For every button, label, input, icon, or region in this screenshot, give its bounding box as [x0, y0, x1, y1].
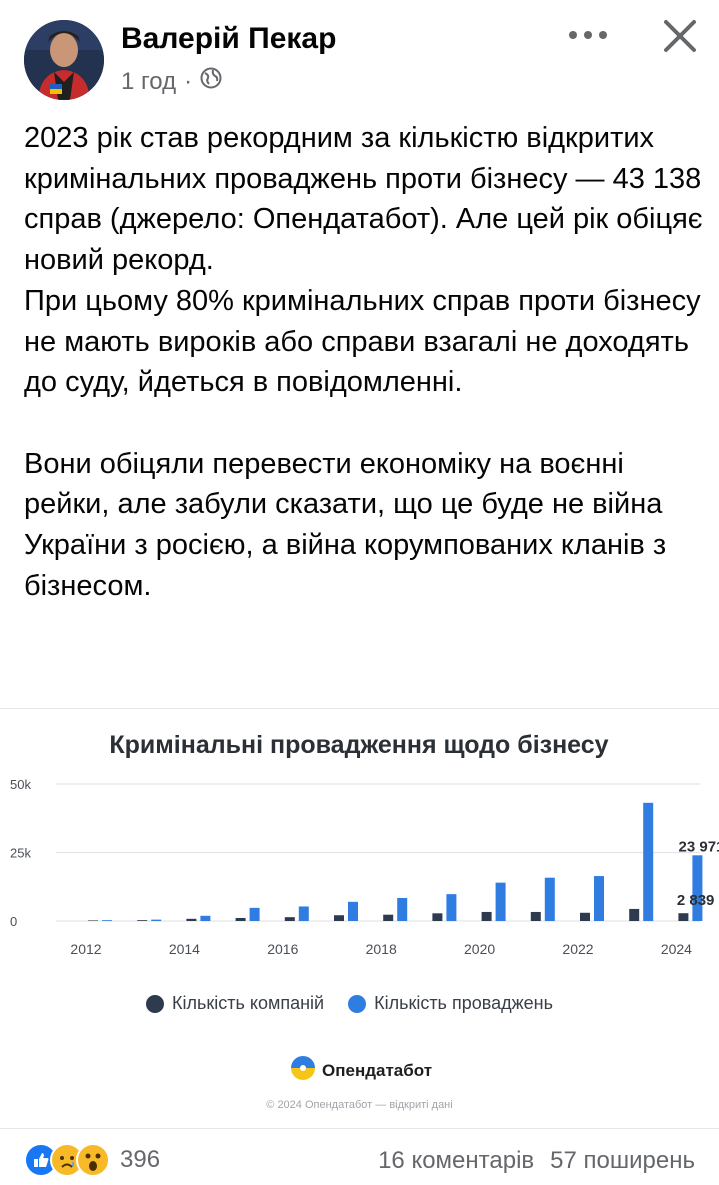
brand-name: Опендатабот [322, 1060, 433, 1080]
bar-companies [629, 908, 640, 921]
bar-cases [200, 915, 211, 921]
y-tick-label: 0 [10, 914, 17, 929]
legend-item-companies: Кількість компаній [146, 993, 324, 1014]
reactions[interactable]: 396 [24, 1143, 160, 1177]
bar-companies [284, 917, 295, 921]
bar-companies [481, 911, 492, 921]
legend-label: Кількість компаній [172, 993, 325, 1013]
post-meta: 1 год · [121, 67, 222, 96]
meta-separator: · [184, 67, 193, 95]
post-footer: 396 16 коментарів 57 поширень [0, 1128, 719, 1185]
post-time[interactable]: 1 год [121, 67, 177, 95]
x-tick-label: 2018 [366, 941, 397, 957]
bar-cases [249, 907, 260, 921]
globe-icon [200, 67, 222, 96]
bar-companies [530, 911, 541, 921]
brand: Опендатабот [290, 1055, 432, 1086]
x-tick-label: 2014 [169, 941, 200, 957]
bar-cases [495, 882, 506, 921]
bar-cases [594, 876, 604, 921]
bar-cases [544, 877, 555, 921]
x-tick-label: 2022 [562, 941, 593, 957]
x-tick-label: 2012 [70, 941, 101, 957]
bar-cases [102, 920, 112, 921]
post-text: 2023 рік став рекордним за кількістю від… [24, 118, 704, 606]
bar-cases [348, 901, 358, 921]
post-paragraph: Вони обіцяли перевести економіку на воєн… [24, 447, 675, 602]
bar-companies [580, 912, 590, 921]
legend-swatch [146, 994, 164, 1013]
chart: Кримінальні провадження щодо бізнесу 50k 2… [10, 731, 719, 957]
x-tick-label: 2016 [267, 941, 298, 957]
data-label: 23 971 [679, 838, 719, 855]
bar-cases [298, 906, 309, 921]
bar-cases [151, 919, 162, 921]
bar-cases [446, 894, 457, 921]
post-stats: 16 коментарів 57 поширень [378, 1147, 695, 1175]
avatar[interactable] [24, 20, 104, 100]
bar-companies [334, 915, 344, 921]
bar-companies [678, 913, 689, 921]
bar-companies [235, 917, 246, 921]
more-icon[interactable] [563, 18, 613, 52]
comments-count[interactable]: 16 коментарів [378, 1147, 535, 1174]
close-icon[interactable] [658, 14, 702, 58]
bar-companies [137, 920, 148, 921]
shares-count[interactable]: 57 поширень [550, 1147, 695, 1174]
bar-companies [186, 918, 197, 921]
chart-footer-note: © 2024 Опендатабот — відкриті дані [266, 1099, 453, 1111]
chart-legend: Кількість компаній Кількість проваджень [146, 993, 577, 1014]
chart-title: Кримінальні провадження щодо бізнесу [109, 731, 608, 759]
x-tick-label: 2024 [661, 941, 692, 957]
bar-companies [383, 914, 394, 921]
opendatabot-logo-icon [290, 1055, 316, 1086]
post-header: Валерій Пекар 1 год · [0, 0, 719, 110]
bar-cases [397, 897, 408, 921]
legend-swatch [348, 994, 367, 1013]
x-tick-label: 2020 [464, 941, 495, 957]
chart-image-card[interactable]: Кримінальні провадження щодо бізнесу 50k 2… [0, 708, 719, 1129]
data-label: 2 839 [677, 892, 715, 909]
author-name[interactable]: Валерій Пекар [121, 22, 337, 55]
legend-label: Кількість проваджень [374, 993, 553, 1013]
reaction-count: 396 [120, 1146, 161, 1173]
bar-companies [432, 913, 443, 921]
bar-cases [692, 855, 703, 921]
bar-cases [643, 802, 654, 921]
legend-item-cases: Кількість проваджень [348, 993, 553, 1014]
wow-reaction-icon [76, 1143, 110, 1177]
y-tick-label: 50k [10, 777, 31, 792]
bar-companies [88, 920, 98, 921]
post-paragraph: 2023 рік став рекордним за кількістю від… [24, 122, 703, 399]
y-tick-label: 25k [10, 846, 31, 861]
